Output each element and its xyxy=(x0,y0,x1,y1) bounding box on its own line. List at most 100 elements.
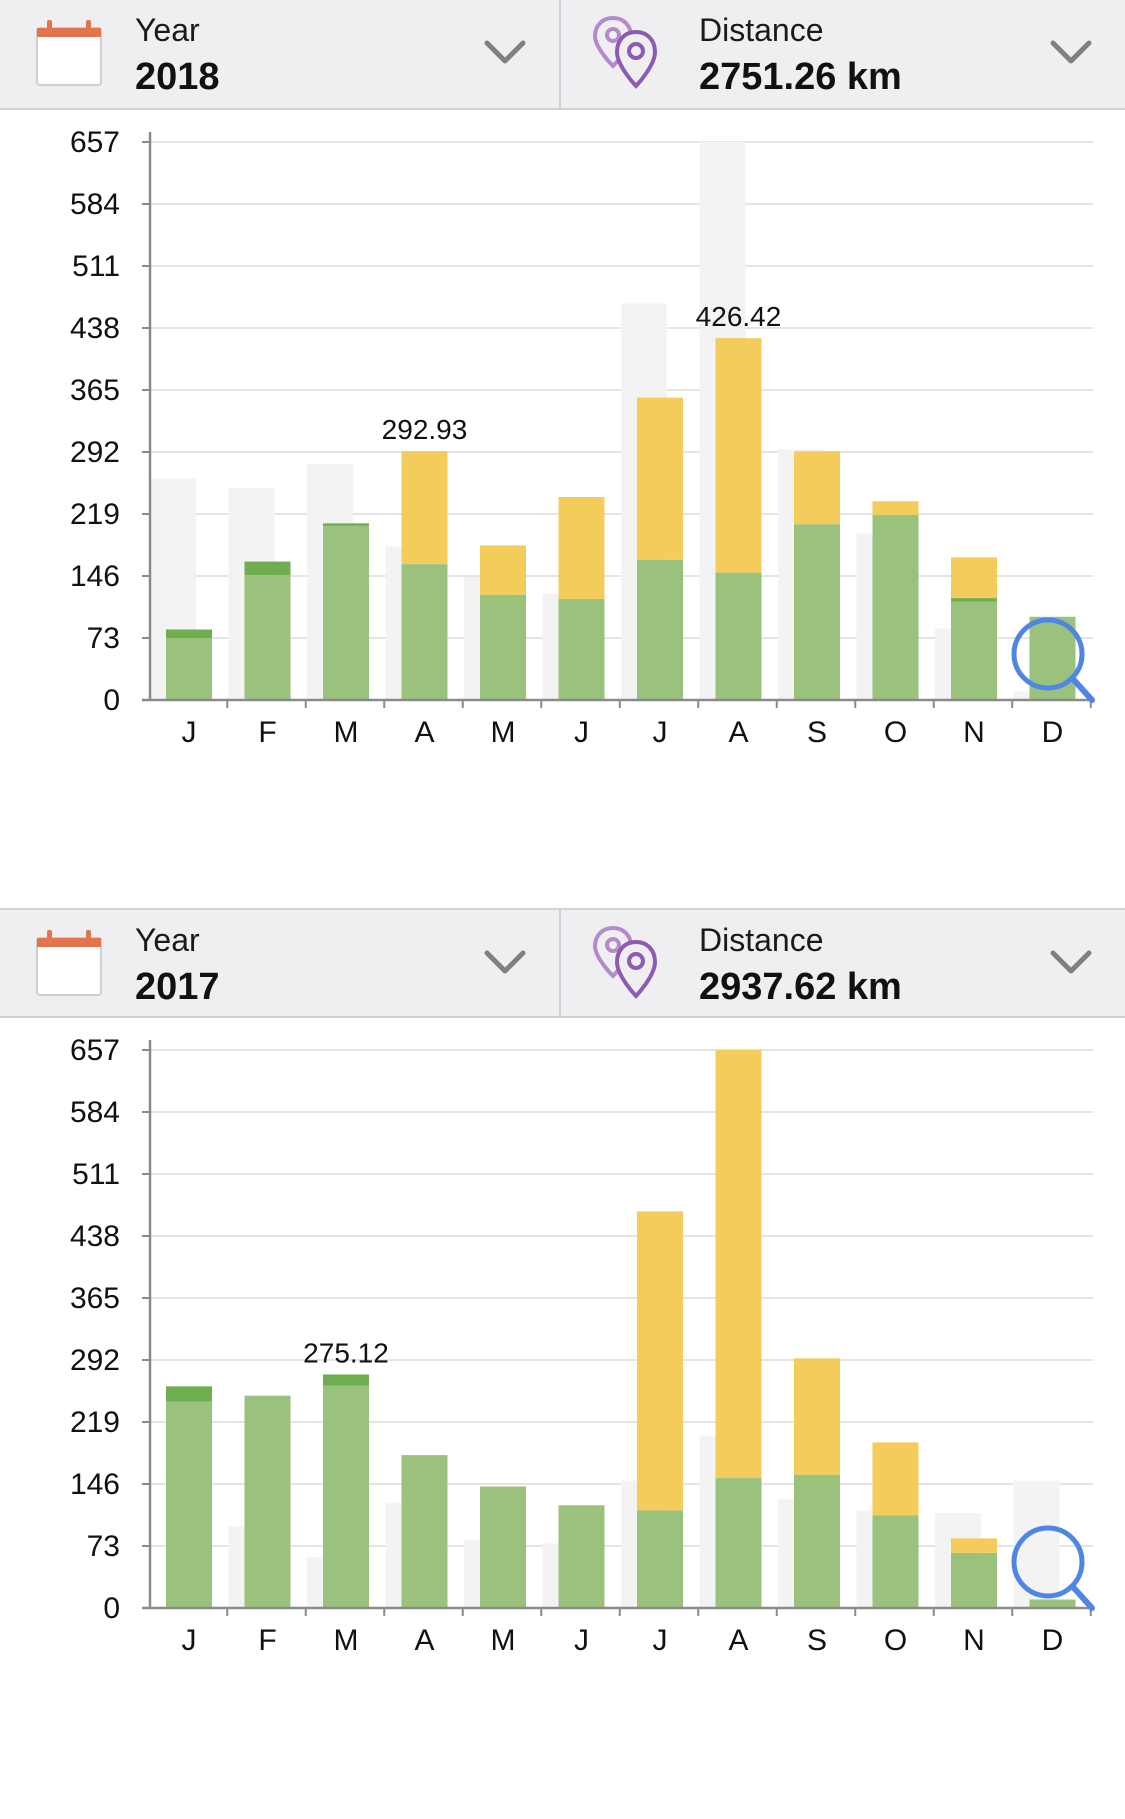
bar-segment-green[interactable] xyxy=(480,594,526,700)
year-selector[interactable]: Year 2017 xyxy=(0,910,561,1018)
x-tick-label: F xyxy=(258,1624,276,1657)
bar-segment-green[interactable] xyxy=(715,572,762,700)
year-value: 2018 xyxy=(135,56,220,98)
x-tick-label: N xyxy=(963,716,985,749)
location-pins-icon xyxy=(592,925,658,999)
bar-segment-yellow[interactable] xyxy=(872,501,919,515)
bar-segment-green[interactable] xyxy=(323,1385,369,1608)
bar-segment-dark_green[interactable] xyxy=(244,561,291,576)
x-tick-label: A xyxy=(414,1624,434,1657)
x-tick-label: M xyxy=(491,716,516,749)
zoom-magnifier-icon[interactable] xyxy=(1011,1525,1095,1611)
bar-segment-green[interactable] xyxy=(872,514,919,700)
panel-header: Year 2018 Distance 2751.26 km xyxy=(0,0,1125,110)
y-tick-label: 584 xyxy=(70,1096,120,1129)
bar-segment-dark_green[interactable] xyxy=(166,1386,212,1402)
y-tick-label: 219 xyxy=(70,498,120,531)
panel-2018: Year 2018 Distance 2751.26 km 0 73 146 219 2… xyxy=(0,0,1125,911)
bar-segment-green[interactable] xyxy=(166,1401,212,1608)
monthly-distance-chart-2017: 0 73 146 219 292 365 438 511 584 657 J F M A M J J A S O N D 2… xyxy=(0,1018,1125,1819)
bar-segment-green[interactable] xyxy=(1029,1599,1076,1608)
calendar-icon xyxy=(36,930,102,996)
distance-selector[interactable]: Distance 2937.62 km xyxy=(563,910,1125,1018)
x-tick-label: A xyxy=(728,1624,748,1657)
x-tick-label: A xyxy=(414,716,434,749)
bar-segment-yellow[interactable] xyxy=(794,1358,840,1475)
y-tick-label: 146 xyxy=(70,1468,120,1501)
bar-segment-yellow[interactable] xyxy=(401,451,448,565)
bar-segment-green[interactable] xyxy=(166,638,212,700)
y-tick-label: 365 xyxy=(70,1282,120,1315)
bar-segment-yellow[interactable] xyxy=(951,557,997,599)
bar-segment-green[interactable] xyxy=(244,1395,291,1608)
x-tick-label: M xyxy=(491,1624,516,1657)
bar-segment-green[interactable] xyxy=(715,1478,762,1608)
bar-segment-dark_green[interactable] xyxy=(323,523,369,526)
bar-segment-yellow[interactable] xyxy=(715,1050,762,1479)
x-tick-label: O xyxy=(884,716,907,749)
bar-segment-yellow[interactable] xyxy=(637,397,683,560)
distance-value: 2751.26 km xyxy=(699,56,902,98)
bar-segment-yellow[interactable] xyxy=(480,545,526,595)
bar-segment-green[interactable] xyxy=(558,1505,605,1608)
bar-segment-yellow[interactable] xyxy=(951,1538,997,1553)
monthly-distance-chart-2018: 0 73 146 219 292 365 438 511 584 657 J F M A M J J A S O N D 2… xyxy=(0,110,1125,911)
distance-label: Distance xyxy=(699,12,824,48)
y-tick-label: 292 xyxy=(70,1344,120,1377)
bar-segment-yellow[interactable] xyxy=(872,1442,919,1516)
y-tick-label: 365 xyxy=(70,374,120,407)
bar-segment-yellow[interactable] xyxy=(794,451,840,525)
y-tick-label: 657 xyxy=(70,126,120,159)
bar-segment-dark_green[interactable] xyxy=(166,629,212,638)
distance-selector[interactable]: Distance 2751.26 km xyxy=(563,0,1125,108)
bar-segment-green[interactable] xyxy=(323,525,369,700)
bar-segment-green[interactable] xyxy=(872,1515,919,1608)
x-tick-label: J xyxy=(574,1624,589,1657)
year-label: Year xyxy=(135,12,200,48)
bar-segment-yellow[interactable] xyxy=(637,1211,683,1511)
panel-header: Year 2017 Distance 2937.62 km xyxy=(0,908,1125,1018)
bar-segment-green[interactable] xyxy=(794,524,840,700)
x-tick-label: J xyxy=(574,716,589,749)
bar-segment-green[interactable] xyxy=(558,598,605,700)
y-tick-label: 438 xyxy=(70,1220,120,1253)
bar-segment-dark_green[interactable] xyxy=(323,1374,369,1386)
bar-segment-yellow[interactable] xyxy=(715,338,762,573)
distance-label: Distance xyxy=(699,922,824,958)
year-selector[interactable]: Year 2018 xyxy=(0,0,561,108)
bar-segment-green[interactable] xyxy=(244,575,291,700)
y-tick-label: 219 xyxy=(70,1406,120,1439)
year-value: 2017 xyxy=(135,966,220,1008)
x-tick-label: M xyxy=(334,716,359,749)
x-tick-label: M xyxy=(334,1624,359,1657)
bar-segment-green[interactable] xyxy=(401,1455,448,1608)
chevron-down-icon[interactable] xyxy=(1049,38,1093,68)
chevron-down-icon[interactable] xyxy=(483,38,527,68)
y-tick-label: 438 xyxy=(70,312,120,345)
bar-segment-green[interactable] xyxy=(401,564,448,700)
x-tick-label: J xyxy=(182,716,197,749)
chevron-down-icon[interactable] xyxy=(483,948,527,978)
bar-segment-yellow[interactable] xyxy=(558,497,605,599)
y-tick-label: 511 xyxy=(72,250,120,283)
bar-segment-green[interactable] xyxy=(951,1552,997,1608)
y-tick-label: 73 xyxy=(87,1530,120,1563)
bar-segment-dark_green[interactable] xyxy=(951,598,997,602)
bar-segment-green[interactable] xyxy=(794,1474,840,1608)
y-tick-label: 146 xyxy=(70,560,120,593)
bar-segment-green[interactable] xyxy=(637,1510,683,1608)
x-tick-label: N xyxy=(963,1624,985,1657)
bar-segment-green[interactable] xyxy=(637,559,683,700)
bar-segment-green[interactable] xyxy=(480,1486,526,1608)
zoom-magnifier-icon[interactable] xyxy=(1011,617,1095,703)
calendar-icon xyxy=(36,20,102,86)
y-tick-label: 511 xyxy=(72,1158,120,1191)
data-label: 426.42 xyxy=(696,301,782,332)
x-tick-label: O xyxy=(884,1624,907,1657)
x-tick-label: J xyxy=(182,1624,197,1657)
chevron-down-icon[interactable] xyxy=(1049,948,1093,978)
x-tick-label: S xyxy=(807,1624,827,1657)
bar-segment-green[interactable] xyxy=(951,601,997,700)
chart-svg: 0 73 146 219 292 365 438 511 584 657 J F M A M J J A S O N D 2… xyxy=(70,126,1095,749)
y-tick-label: 73 xyxy=(87,622,120,655)
